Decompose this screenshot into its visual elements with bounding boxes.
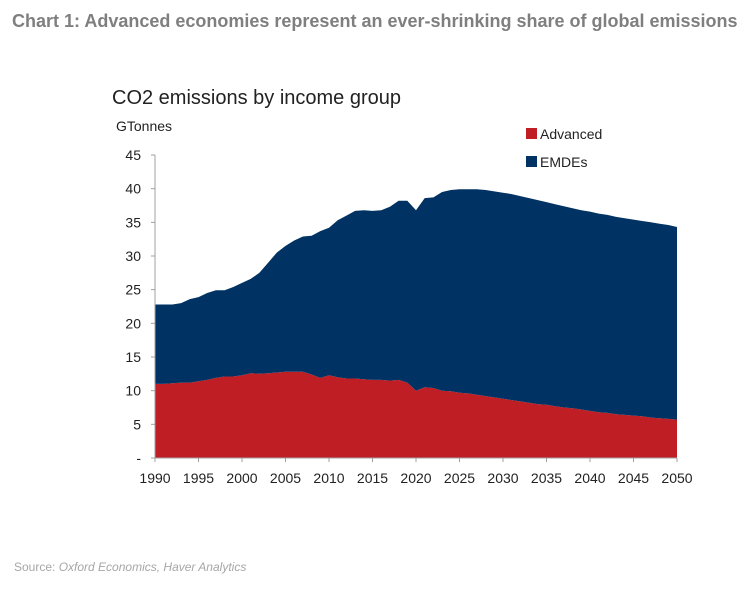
x-tick-label: 2030 bbox=[487, 470, 518, 486]
figure-title: Chart 1: Advanced economies represent an… bbox=[12, 11, 738, 31]
x-tick-label: 2040 bbox=[574, 470, 605, 486]
y-tick-label: 5 bbox=[133, 416, 141, 432]
legend-swatch-advanced bbox=[526, 128, 537, 139]
x-tick-label: 2020 bbox=[400, 470, 431, 486]
y-tick-label: 40 bbox=[125, 181, 141, 197]
area-advanced bbox=[155, 371, 677, 458]
source-text: Oxford Economics, Haver Analytics bbox=[58, 560, 247, 574]
y-tick-label: 20 bbox=[125, 315, 141, 331]
chart-title: CO2 emissions by income group bbox=[112, 87, 401, 109]
y-axis-label: GTonnes bbox=[116, 118, 172, 134]
y-tick-label: 10 bbox=[125, 383, 141, 399]
y-tick-label: - bbox=[136, 450, 141, 466]
legend-swatch-emdes bbox=[526, 156, 537, 167]
x-tick-label: 2005 bbox=[270, 470, 301, 486]
legend-label-advanced: Advanced bbox=[540, 126, 602, 142]
legend-label-emdes: EMDEs bbox=[540, 154, 587, 170]
source-note: Source: Oxford Economics, Haver Analytic… bbox=[14, 560, 246, 574]
x-tick-label: 2025 bbox=[444, 470, 475, 486]
area-emdes bbox=[155, 189, 677, 420]
x-tick-label: 1990 bbox=[139, 470, 170, 486]
y-tick-label: 25 bbox=[125, 282, 141, 298]
x-tick-label: 2045 bbox=[618, 470, 649, 486]
x-tick-label: 2035 bbox=[531, 470, 562, 486]
y-tick-label: 15 bbox=[125, 349, 141, 365]
y-tick-label: 45 bbox=[125, 147, 141, 163]
x-tick-label: 2000 bbox=[226, 470, 257, 486]
x-tick-label: 2050 bbox=[661, 470, 692, 486]
x-tick-label: 2015 bbox=[357, 470, 388, 486]
y-tick-label: 35 bbox=[125, 214, 141, 230]
x-tick-label: 2010 bbox=[313, 470, 344, 486]
y-tick-label: 30 bbox=[125, 248, 141, 264]
source-label: Source: bbox=[14, 560, 56, 574]
x-tick-label: 1995 bbox=[183, 470, 214, 486]
